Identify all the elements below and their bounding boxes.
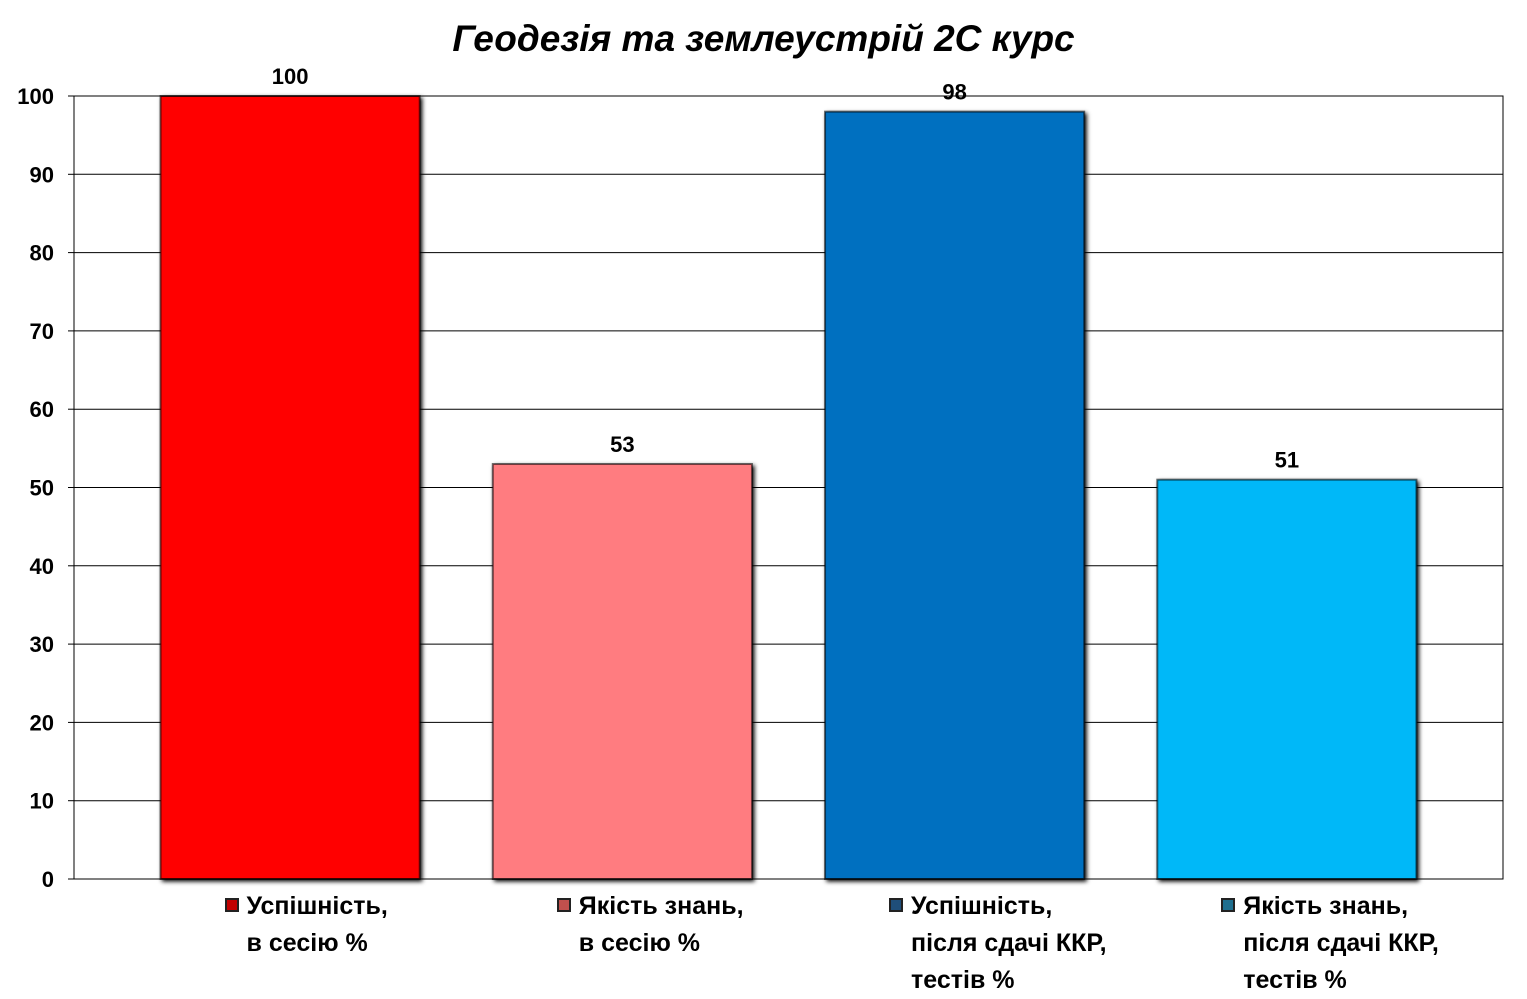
legend-swatch [224, 898, 239, 912]
y-tick-label: 70 [30, 319, 54, 344]
y-tick-label: 10 [30, 789, 54, 814]
legend-label: Успішність, після сдачі ККР, тестів % [911, 892, 1107, 994]
legend-label: Якість знань, в сесію % [578, 892, 744, 957]
legend-swatch [889, 898, 904, 912]
bar [159, 95, 421, 880]
chart-title: Геодезія та землеустрій 2С курс [452, 18, 1075, 59]
y-tick-label: 100 [17, 84, 54, 109]
legend-swatch [1221, 898, 1236, 912]
y-tick-label: 80 [30, 241, 54, 266]
y-axis-ticks: 0 10 20 30 40 50 60 70 80 90 100 [17, 84, 74, 892]
bar [824, 110, 1086, 881]
data-label: 98 [942, 80, 966, 105]
data-label: 51 [1275, 448, 1299, 473]
y-tick-label: 40 [30, 554, 54, 579]
legend-item: Якість знань, в сесію % [556, 888, 744, 962]
legend-label: Якість знань, після сдачі ККР, тестів % [1243, 892, 1439, 994]
plot-frame [73, 95, 1504, 880]
y-tick-label: 30 [30, 632, 54, 657]
bar [491, 463, 753, 880]
legend-item: Якість знань, після сдачі ККР, тестів % [1221, 888, 1439, 999]
y-tick-label: 20 [30, 710, 54, 735]
y-tick-label: 0 [42, 867, 54, 892]
y-tick-label: 90 [30, 162, 54, 187]
bars [159, 95, 1418, 881]
legend-swatch [556, 898, 571, 912]
y-tick-label: 50 [30, 476, 54, 501]
data-label: 53 [610, 432, 634, 457]
legend-item: Успішність, після сдачі ККР, тестів % [889, 888, 1107, 999]
legend-label: Успішність, в сесію % [246, 892, 388, 957]
legend-item: Успішність, в сесію % [224, 888, 388, 962]
data-labels: 100 53 98 51 [272, 64, 1299, 473]
bar [1156, 478, 1418, 880]
data-label: 100 [272, 64, 309, 89]
y-tick-label: 60 [30, 397, 54, 422]
